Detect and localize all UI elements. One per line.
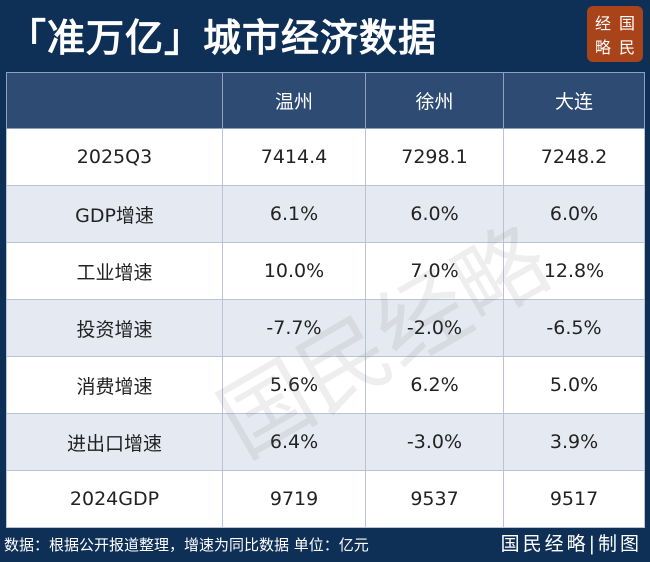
table-row: GDP增速 6.1% 6.0% 6.0% <box>6 185 645 243</box>
table-cell: 7.0% <box>365 242 504 300</box>
table-cell: 12.8% <box>503 242 645 300</box>
brand-logo: 经 国 略 民 <box>587 6 643 62</box>
table-cell: 7414.4 <box>222 128 366 186</box>
logo-char: 民 <box>618 38 635 57</box>
logo-char: 略 <box>594 38 611 57</box>
table-cell: 9719 <box>222 470 366 528</box>
data-table: 温州 徐州 大连 2025Q3 7414.4 7298.1 7248.2 GDP增速 6.1%… <box>6 72 645 528</box>
table-cell: 5.6% <box>222 356 366 414</box>
row-label: GDP增速 <box>6 185 223 243</box>
table-cell: 9537 <box>365 470 504 528</box>
page-title: 「准万亿」城市经济数据 <box>8 16 438 60</box>
table-cell: 7248.2 <box>503 128 645 186</box>
table-cell: -3.0% <box>365 413 504 471</box>
table-row: 进出口增速 6.4% -3.0% 3.9% <box>6 413 645 471</box>
table-row: 投资增速 -7.7% -2.0% -6.5% <box>6 299 645 357</box>
table-cell: 3.9% <box>503 413 645 471</box>
table-cell: -7.7% <box>222 299 366 357</box>
logo-char: 经 <box>594 14 611 33</box>
brand-credit: 国民经略|制图 <box>500 533 642 555</box>
row-label: 2024GDP <box>6 470 223 528</box>
column-header: 大连 <box>503 72 645 129</box>
column-header <box>6 72 223 129</box>
table-row: 2025Q3 7414.4 7298.1 7248.2 <box>6 128 645 186</box>
source-note: 数据：根据公开报道整理，增速为同比数据 单位：亿元 <box>4 536 369 554</box>
table-cell: 6.0% <box>503 185 645 243</box>
row-label: 投资增速 <box>6 299 223 357</box>
row-label: 工业增速 <box>6 242 223 300</box>
table-cell: 5.0% <box>503 356 645 414</box>
header-row: 温州 徐州 大连 <box>6 72 645 129</box>
column-header: 温州 <box>222 72 366 129</box>
logo-char: 国 <box>618 14 635 33</box>
table-row: 2024GDP 9719 9537 9517 <box>6 470 645 528</box>
table-row: 工业增速 10.0% 7.0% 12.8% <box>6 242 645 300</box>
table-cell: 6.1% <box>222 185 366 243</box>
table-cell: 6.0% <box>365 185 504 243</box>
table-cell: -2.0% <box>365 299 504 357</box>
row-label: 消费增速 <box>6 356 223 414</box>
column-header: 徐州 <box>365 72 504 129</box>
table-cell: 6.4% <box>222 413 366 471</box>
table-cell: 6.2% <box>365 356 504 414</box>
table-cell: 10.0% <box>222 242 366 300</box>
table-cell: 7298.1 <box>365 128 504 186</box>
table-cell: 9517 <box>503 470 645 528</box>
row-label: 2025Q3 <box>6 128 223 186</box>
table-row: 消费增速 5.6% 6.2% 5.0% <box>6 356 645 414</box>
table-cell: -6.5% <box>503 299 645 357</box>
row-label: 进出口增速 <box>6 413 223 471</box>
